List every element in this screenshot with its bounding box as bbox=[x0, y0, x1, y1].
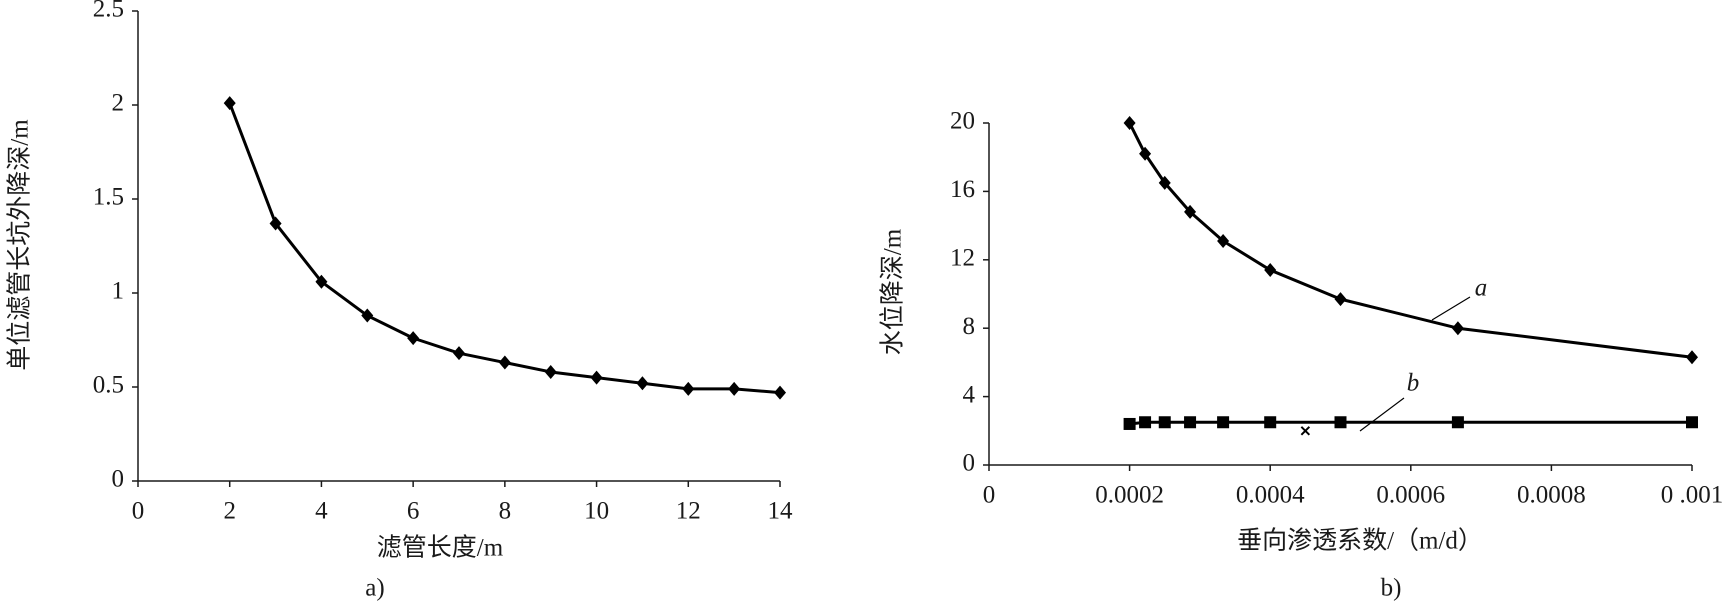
x-tick-label: 2 bbox=[223, 498, 236, 525]
x-tick-label: 0.0008 bbox=[1517, 482, 1586, 509]
marker bbox=[1139, 416, 1152, 429]
marker bbox=[1451, 321, 1464, 336]
marker bbox=[223, 96, 236, 111]
marker bbox=[498, 355, 511, 370]
marker bbox=[1184, 416, 1197, 429]
marker bbox=[1334, 416, 1347, 429]
x-axis-label: 滤管长度/m bbox=[377, 534, 504, 562]
x-tick-label: 8 bbox=[499, 498, 512, 525]
marker bbox=[590, 370, 603, 385]
annotation-leader bbox=[1431, 296, 1471, 321]
series-annotation: a bbox=[1475, 275, 1488, 302]
marker bbox=[1686, 350, 1698, 365]
x-tick-label: 0.0002 bbox=[1095, 482, 1164, 509]
y-tick-label: 2.5 bbox=[93, 0, 124, 23]
y-tick-label: 1.5 bbox=[93, 184, 124, 211]
series-annotation: b bbox=[1407, 370, 1420, 397]
x-tick-label: 0 bbox=[132, 498, 145, 525]
marker bbox=[315, 274, 328, 289]
marker bbox=[728, 381, 741, 396]
marker bbox=[1139, 146, 1152, 161]
x-tick-label: 0 .001 bbox=[1661, 482, 1724, 509]
marker bbox=[544, 364, 557, 379]
series-line bbox=[1128, 122, 1693, 359]
marker bbox=[453, 346, 465, 361]
y-axis-label: 水位降深/m bbox=[879, 228, 907, 355]
y-tick-label: 1 bbox=[112, 278, 125, 305]
marker bbox=[682, 381, 695, 396]
x-tick-label: 0 bbox=[983, 482, 996, 509]
x-tick-label: 6 bbox=[407, 498, 420, 525]
x-tick-label: 10 bbox=[584, 498, 609, 525]
marker bbox=[1123, 417, 1136, 430]
y-tick-label: 0.5 bbox=[93, 372, 124, 399]
marker bbox=[1300, 426, 1311, 436]
marker bbox=[1217, 233, 1230, 248]
caption: b) bbox=[1381, 575, 1402, 602]
marker bbox=[407, 331, 420, 346]
series-line bbox=[1129, 420, 1692, 426]
marker bbox=[1264, 416, 1277, 429]
marker bbox=[1451, 416, 1464, 429]
x-axis-label: 垂向渗透系数/（m/d） bbox=[1237, 527, 1483, 555]
annotation-leader bbox=[1359, 397, 1405, 432]
marker bbox=[1686, 416, 1698, 429]
x-tick-label: 12 bbox=[676, 498, 701, 525]
y-tick-label: 0 bbox=[112, 466, 125, 493]
marker bbox=[1334, 292, 1347, 307]
marker bbox=[1158, 416, 1171, 429]
y-tick-label: 20 bbox=[950, 108, 975, 135]
y-tick-label: 16 bbox=[950, 176, 975, 203]
marker bbox=[1264, 263, 1277, 278]
marker bbox=[1184, 204, 1197, 219]
marker bbox=[636, 376, 649, 391]
y-tick-label: 0 bbox=[963, 450, 976, 477]
y-tick-label: 12 bbox=[950, 245, 975, 272]
marker bbox=[1123, 116, 1136, 130]
x-tick-label: 0.0006 bbox=[1376, 482, 1445, 509]
marker bbox=[269, 216, 282, 231]
marker bbox=[361, 308, 374, 323]
y-tick-label: 2 bbox=[112, 90, 125, 117]
y-tick-label: 4 bbox=[963, 381, 976, 408]
x-tick-label: 4 bbox=[315, 498, 328, 525]
x-tick-label: 0.0004 bbox=[1236, 482, 1305, 509]
y-tick-label: 8 bbox=[963, 313, 976, 340]
caption: a) bbox=[365, 575, 384, 602]
x-tick-label: 14 bbox=[768, 498, 794, 525]
marker bbox=[1158, 175, 1171, 190]
series-line bbox=[228, 102, 781, 395]
y-axis-label: 单位滤管长坑外降深/m bbox=[6, 119, 34, 371]
marker bbox=[774, 385, 786, 400]
marker bbox=[1217, 416, 1230, 429]
